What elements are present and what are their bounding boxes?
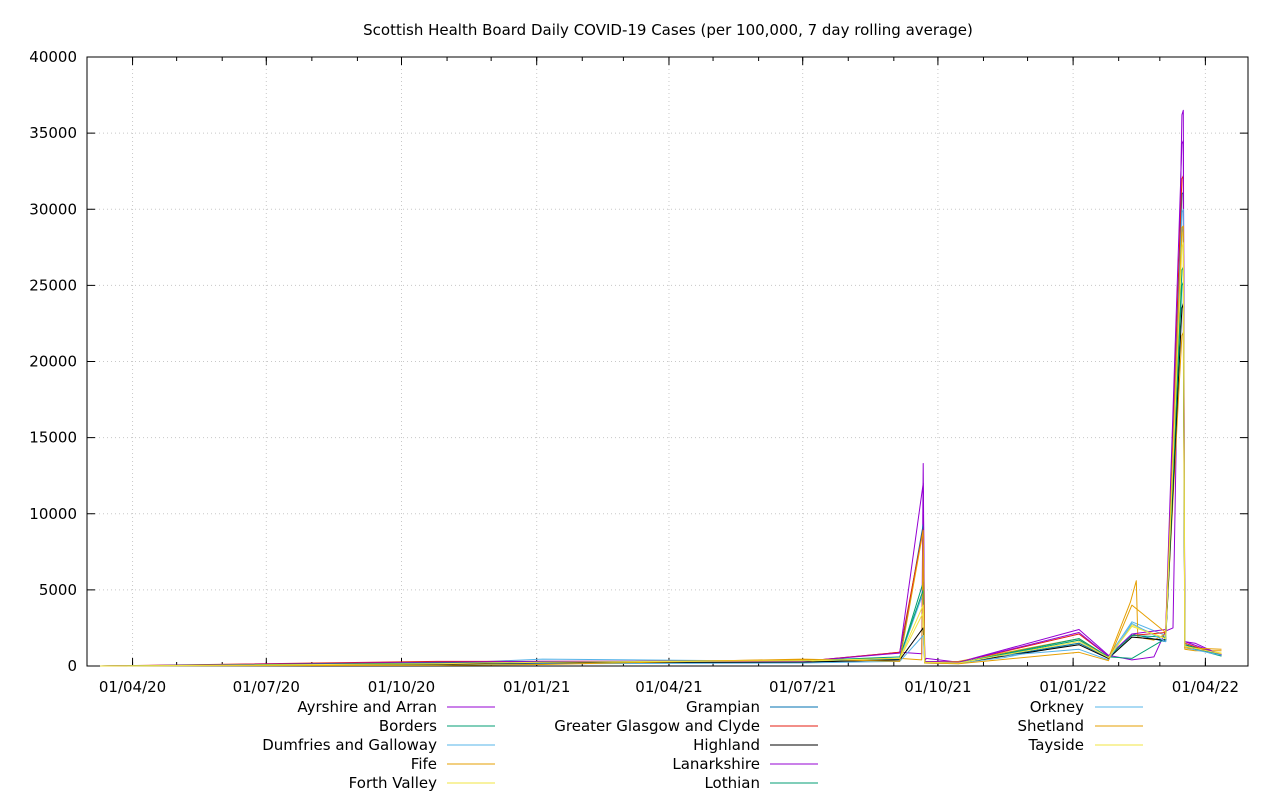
grid-lines [87, 57, 1248, 666]
legend-label-9: Lothian [704, 774, 760, 792]
y-tick-label: 10000 [29, 505, 77, 523]
series-line-8 [100, 140, 1222, 667]
legend-label-10: Orkney [1030, 698, 1084, 716]
y-tick-label: 40000 [29, 48, 77, 66]
x-tick-label: 01/10/20 [368, 678, 435, 696]
x-tick-label: 01/07/20 [233, 678, 300, 696]
legend-label-3: Fife [411, 755, 437, 773]
series-line-2 [100, 225, 1222, 667]
series-line-10 [100, 208, 1222, 667]
legend-label-6: Greater Glasgow and Clyde [554, 717, 760, 735]
series-line-6 [100, 175, 1222, 667]
legend-label-2: Dumfries and Galloway [262, 736, 437, 754]
legend-label-5: Grampian [686, 698, 760, 716]
y-tick-label: 30000 [29, 200, 77, 218]
y-tick-label: 35000 [29, 124, 77, 142]
series-line-4 [100, 230, 1222, 667]
series-line-5 [100, 192, 1222, 667]
axes: 0 5000 10000 15000 20000 25000 30000 35000 40000… [29, 48, 1249, 696]
x-tick-label: 01/01/22 [1039, 678, 1106, 696]
chart-title: Scottish Health Board Daily COVID-19 Cas… [363, 21, 973, 39]
legend-label-1: Borders [379, 717, 437, 735]
plot-frame [86, 56, 1249, 667]
series-line-0 [100, 109, 1222, 667]
x-tick-label: 01/04/21 [635, 678, 702, 696]
x-tick-label: 01/04/20 [99, 678, 166, 696]
series-line-1 [100, 266, 1222, 667]
y-tick-label: 25000 [29, 276, 77, 294]
legend-label-12: Tayside [1028, 736, 1084, 754]
legend-label-8: Lanarkshire [672, 755, 760, 773]
series-line-9 [100, 281, 1222, 667]
legend-label-7: Highland [693, 736, 760, 754]
y-tick-label: 20000 [29, 353, 77, 371]
series-line-11 [100, 225, 1222, 667]
legend-label-4: Forth Valley [349, 774, 437, 792]
series-line-7 [100, 303, 1222, 667]
y-tick-label: 5000 [39, 581, 77, 599]
legend-label-11: Shetland [1017, 717, 1084, 735]
x-tick-label: 01/01/21 [503, 678, 570, 696]
x-tick-label: 01/10/21 [904, 678, 971, 696]
series-lines [100, 109, 1222, 667]
legend-label-0: Ayrshire and Arran [297, 698, 437, 716]
y-tick-label: 15000 [29, 429, 77, 447]
series-line-12 [100, 242, 1222, 667]
x-tick-label: 01/04/22 [1172, 678, 1239, 696]
series-line-3 [100, 332, 1222, 667]
y-tick-label: 0 [67, 657, 77, 675]
x-tick-label: 01/07/21 [769, 678, 836, 696]
